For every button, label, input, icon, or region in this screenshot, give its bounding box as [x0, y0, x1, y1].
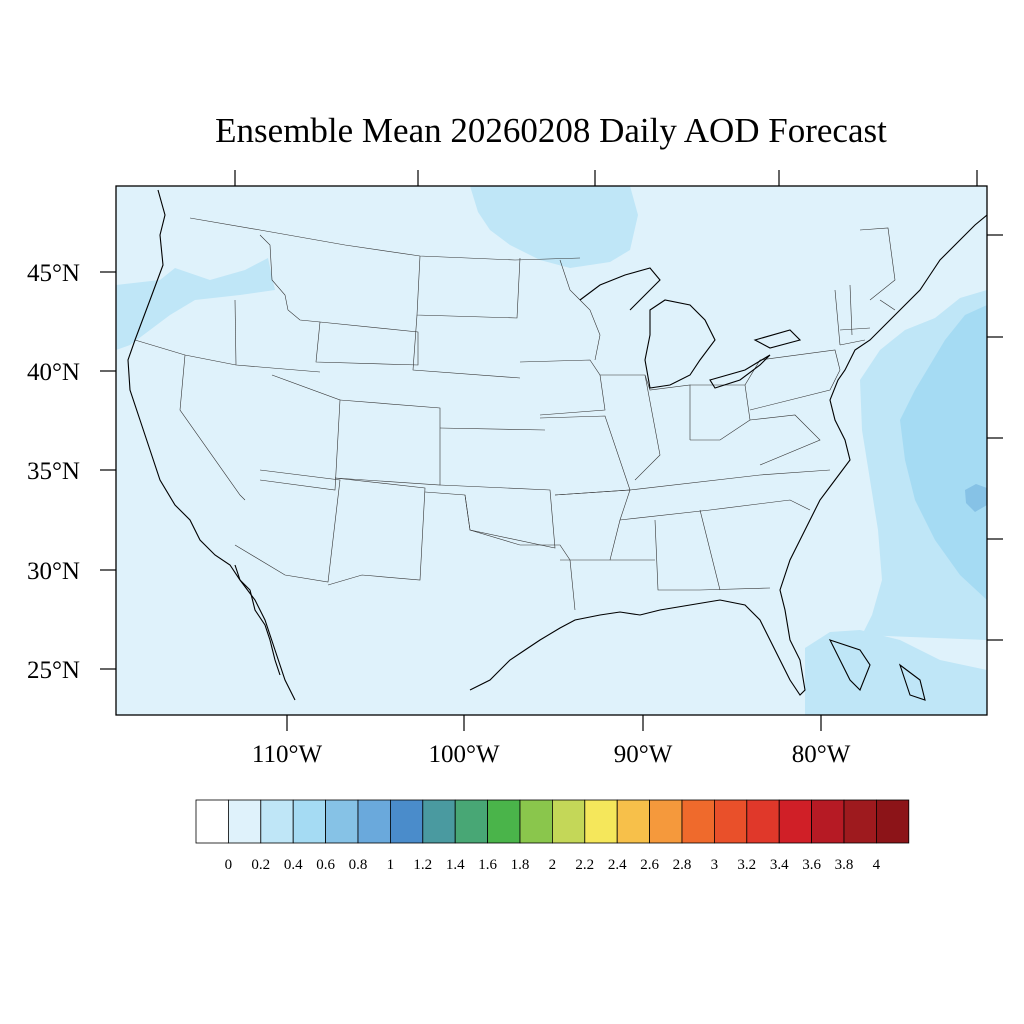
- aod-region-atlantic-offshore-core: [900, 305, 987, 600]
- state-boundaries: [134, 217, 896, 611]
- map-frame: [115, 185, 988, 716]
- map-ticks: [100, 170, 1003, 731]
- colorbar-swatch: [649, 799, 683, 844]
- colorbar-label: 1.2: [413, 857, 432, 873]
- colorbar-swatch: [876, 799, 910, 844]
- colorbar-label: 0: [225, 857, 233, 873]
- colorbar-swatch: [195, 799, 229, 844]
- lon-label-80w: 80°W: [792, 741, 851, 768]
- colorbar-label: 1.6: [478, 857, 497, 873]
- longitude-labels: 110°W 100°W 90°W 80°W: [252, 741, 851, 768]
- aod-field-layer: [116, 186, 987, 715]
- colorbar-labels: 0 0.2 0.4 0.6 0.8 1 1.2 1.4 1.6 1.8 2 2.2 2.4 2.6 2.8 3…: [225, 857, 881, 873]
- colorbar-swatch: [616, 799, 651, 844]
- colorbar-label: 3.4: [770, 857, 789, 873]
- lon-label-110w: 110°W: [252, 741, 323, 768]
- lon-label-100w: 100°W: [428, 741, 499, 768]
- colorbar-label: 1.8: [511, 857, 530, 873]
- colorbar-swatch: [292, 799, 327, 844]
- colorbar-swatch: [843, 799, 877, 844]
- colorbar-swatch: [519, 799, 553, 844]
- colorbar: 0 0.2 0.4 0.6 0.8 1 1.2 1.4 1.6 1.8 2 2.2 2.4 2.6 2.8 3…: [195, 799, 910, 873]
- colorbar-label: 2.8: [673, 857, 692, 873]
- colorbar-swatch: [681, 799, 715, 844]
- colorbar-label: 0.8: [349, 857, 368, 873]
- colorbar-label: 3.8: [835, 857, 854, 873]
- colorbar-swatch: [552, 799, 586, 844]
- aod-region-pacific-northwest-coast: [116, 258, 275, 350]
- colorbar-label: 0.6: [316, 857, 335, 873]
- colorbar-label: 0.2: [251, 857, 270, 873]
- colorbar-label: 3.6: [802, 857, 821, 873]
- lon-label-90w: 90°W: [614, 741, 673, 768]
- colorbar-swatch: [357, 799, 391, 844]
- colorbar-label: 2: [549, 857, 557, 873]
- colorbar-swatch: [487, 799, 521, 844]
- colorbar-swatch: [227, 799, 262, 844]
- colorbar-label: 1: [387, 857, 395, 873]
- lat-label-45: 45°N: [27, 260, 80, 287]
- aod-region-atlantic-small-max: [965, 484, 987, 512]
- colorbar-label: 2.6: [640, 857, 659, 873]
- lat-label-25: 25°N: [27, 657, 80, 684]
- colorbar-label: 1.4: [446, 857, 465, 873]
- colorbar-label: 2.2: [575, 857, 594, 873]
- colorbar-swatch: [778, 799, 813, 844]
- figure-title: Ensemble Mean 20260208 Daily AOD Forecas…: [215, 111, 887, 150]
- map-panel: [116, 186, 987, 715]
- aod-region-lake-superior-area: [470, 186, 638, 268]
- colorbar-label: 3: [711, 857, 719, 873]
- colorbar-swatch: [584, 799, 618, 844]
- colorbar-swatch: [811, 799, 845, 844]
- colorbar-swatch: [325, 799, 359, 844]
- colorbar-swatch: [746, 799, 780, 844]
- colorbar-swatch: [422, 799, 456, 844]
- colorbar-swatch: [389, 799, 424, 844]
- lat-label-35: 35°N: [27, 458, 80, 485]
- aod-region-bahamas: [805, 630, 987, 715]
- colorbar-swatch: [454, 799, 489, 844]
- lat-label-40: 40°N: [27, 359, 80, 386]
- coastlines: [127, 189, 987, 701]
- colorbar-label: 0.4: [284, 857, 303, 873]
- colorbar-swatches: [195, 799, 910, 844]
- colorbar-label: 3.2: [737, 857, 756, 873]
- colorbar-swatch: [714, 799, 748, 844]
- colorbar-label: 4: [873, 857, 881, 873]
- latitude-labels: 45°N 40°N 35°N 30°N 25°N: [27, 260, 80, 684]
- lat-label-30: 30°N: [27, 558, 80, 585]
- colorbar-label: 2.4: [608, 857, 627, 873]
- colorbar-swatch: [260, 799, 294, 844]
